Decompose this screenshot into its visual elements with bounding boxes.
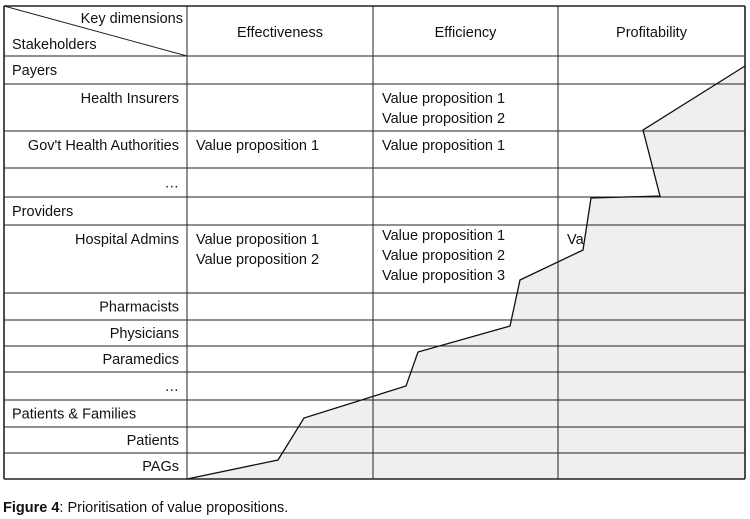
stakeholder-label: Physicians bbox=[110, 326, 179, 342]
stakeholder-label: Gov't Health Authorities bbox=[28, 138, 179, 154]
stakeholder-label: Hospital Admins bbox=[75, 232, 179, 248]
column-header-effectiveness: Effectiveness bbox=[237, 25, 323, 41]
value-proposition-text: Value proposition 2 bbox=[382, 111, 505, 127]
column-header-efficiency: Efficiency bbox=[435, 25, 498, 41]
stakeholder-label: … bbox=[165, 379, 180, 395]
value-proposition-text: Value proposition 1 bbox=[382, 228, 505, 244]
corner-stakeholders: Stakeholders bbox=[12, 37, 97, 53]
stakeholder-label: Health Insurers bbox=[81, 91, 179, 107]
table-grid bbox=[3, 5, 746, 480]
figure-caption-text: : Prioritisation of value propositions. bbox=[59, 500, 289, 516]
value-proposition-text: Value proposition 1 bbox=[382, 91, 505, 107]
value-proposition-text: Value proposition 1 bbox=[196, 138, 319, 154]
figure-caption: Figure 4: Prioritisation of value propos… bbox=[3, 500, 288, 516]
value-proposition-text: Value proposition 2 bbox=[196, 252, 319, 268]
value-proposition-text: Value proposition 3 bbox=[382, 268, 505, 284]
prioritisation-boundary-line bbox=[186, 65, 746, 480]
corner-diagonal bbox=[3, 5, 188, 57]
value-proposition-text: Value proposition 1 bbox=[382, 138, 505, 154]
table-cells: Key dimensions Stakeholders Effectiveness E… bbox=[12, 11, 688, 475]
stakeholder-label: Paramedics bbox=[102, 352, 179, 368]
stakeholder-label: PAGs bbox=[142, 459, 179, 475]
value-proposition-text: Va bbox=[567, 232, 585, 248]
stakeholder-label: Pharmacists bbox=[99, 300, 179, 316]
value-proposition-text: Value proposition 1 bbox=[196, 232, 319, 248]
shaded-deprioritised-region bbox=[187, 66, 745, 479]
figure-caption-label: Figure 4 bbox=[3, 500, 60, 516]
corner-key-dimensions: Key dimensions bbox=[81, 11, 183, 27]
stakeholder-label: Patients bbox=[127, 433, 179, 449]
column-header-profitability: Profitability bbox=[616, 25, 688, 41]
stakeholder-label: … bbox=[165, 176, 180, 192]
group-label: Patients & Families bbox=[12, 407, 136, 423]
group-label: Providers bbox=[12, 204, 73, 220]
group-label: Payers bbox=[12, 63, 57, 79]
value-proposition-text: Value proposition 2 bbox=[382, 248, 505, 264]
